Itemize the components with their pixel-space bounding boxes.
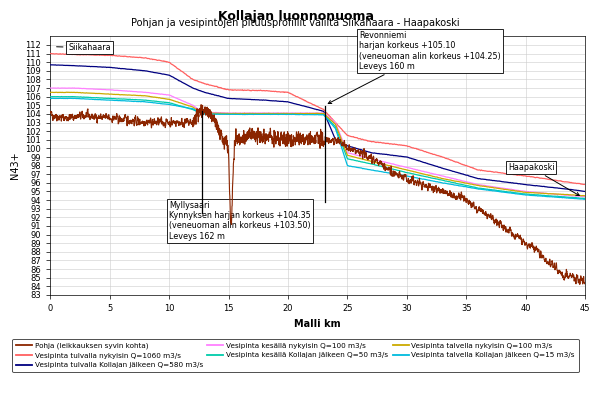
Y-axis label: N43+: N43+ <box>10 152 20 179</box>
Text: Haapakoski: Haapakoski <box>508 163 579 196</box>
Legend: Pohja (leikkauksen syvin kohta), Vesipinta tulvalla nykyisin Q=1060 m3/s, Vesipi: Pohja (leikkauksen syvin kohta), Vesipin… <box>12 339 579 372</box>
X-axis label: Malli km: Malli km <box>294 318 341 328</box>
Text: Kollajan luonnonuoma: Kollajan luonnonuoma <box>217 10 374 23</box>
Text: Pohjan ja vesipintojen pituusprofiilit väliltä Siikahaara - Haapakoski: Pohjan ja vesipintojen pituusprofiilit v… <box>131 18 460 28</box>
Text: Revonniemi
harjan korkeus +105.10
(veneuoman alin korkeus +104.25)
Leveys 160 m: Revonniemi harjan korkeus +105.10 (veneu… <box>328 31 501 103</box>
Text: Siikahaara: Siikahaara <box>57 43 111 52</box>
Text: Myllysaari
Kynnyksen harjan korkeus +104.35
(veneuoman alin korkeus +103.50)
Lev: Myllysaari Kynnyksen harjan korkeus +104… <box>169 201 311 241</box>
